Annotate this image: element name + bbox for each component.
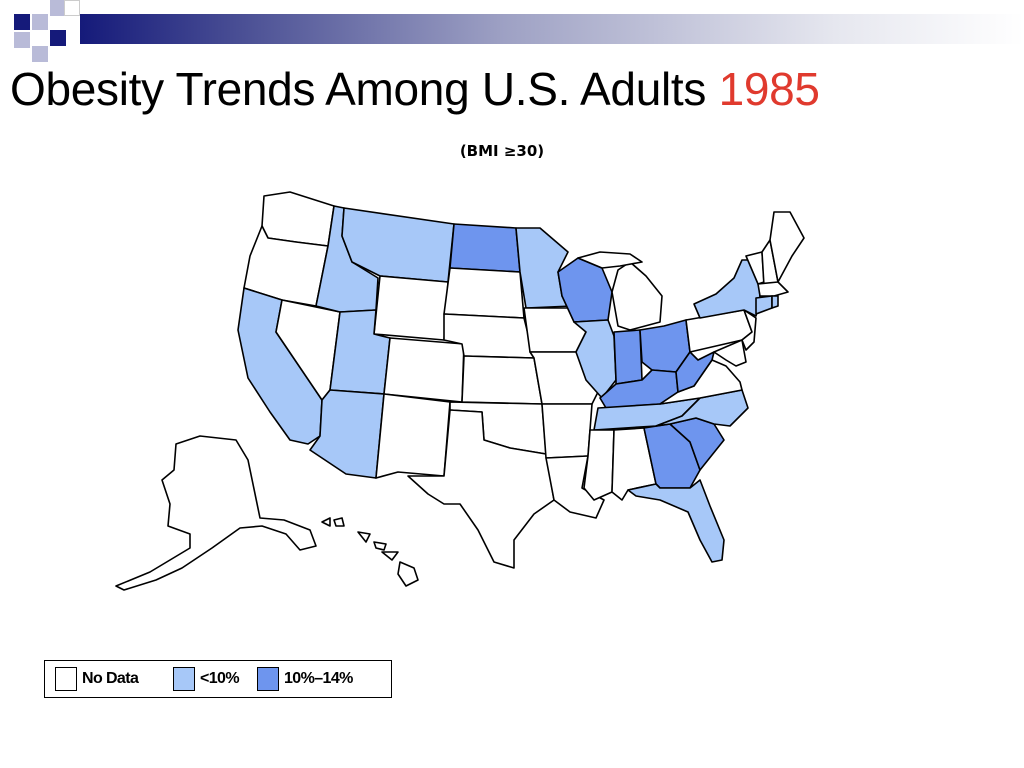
state-massachusetts <box>757 281 789 297</box>
slide-title-year: 1985 <box>718 63 820 115</box>
state-west-virginia <box>675 351 715 393</box>
slide-title-text: Obesity Trends Among U.S. Adults <box>10 63 707 115</box>
state-wyoming <box>373 275 449 341</box>
state-hawaii-2 <box>333 517 345 527</box>
legend-label-10to14: 10%–14% <box>284 670 353 687</box>
state-hawaii-1 <box>321 517 331 527</box>
legend-swatch-10to14 <box>257 667 279 691</box>
state-hawaii-4 <box>373 541 387 551</box>
state-south-dakota <box>443 267 525 319</box>
legend-item-10to14: 10%–14% <box>257 667 353 691</box>
slide-title: Obesity Trends Among U.S. Adults 1985 <box>10 62 820 116</box>
corner-squares-decoration <box>0 0 80 64</box>
state-colorado <box>383 337 465 403</box>
state-kansas <box>461 355 543 405</box>
slide-subtitle: (BMI ≥30) <box>459 142 545 160</box>
legend-item-lt10: <10% <box>173 667 240 691</box>
state-michigan <box>611 261 663 331</box>
state-new-york <box>693 259 761 319</box>
state-hawaii-5 <box>381 551 399 561</box>
state-new-jersey <box>741 309 757 351</box>
state-florida <box>627 479 725 563</box>
state-indiana <box>613 329 643 385</box>
map-legend: No Data <10% 10%–14% <box>44 660 392 698</box>
state-michigan-upper <box>577 251 643 269</box>
state-maryland <box>713 339 747 367</box>
title-banner-gradient <box>80 14 1024 44</box>
state-hawaii-3 <box>357 531 371 543</box>
legend-label-lt10: <10% <box>200 670 240 687</box>
state-arizona <box>309 389 385 479</box>
state-north-dakota <box>449 223 521 273</box>
state-connecticut <box>755 295 773 315</box>
state-hawaii-6 <box>397 561 419 587</box>
state-north-carolina <box>655 389 749 427</box>
state-new-mexico <box>375 393 451 479</box>
legend-label-no-data: No Data <box>82 670 139 687</box>
state-texas <box>407 409 555 569</box>
state-mississippi <box>583 429 615 501</box>
state-alaska <box>115 435 317 591</box>
legend-swatch-lt10 <box>173 667 195 691</box>
state-arkansas <box>541 403 593 459</box>
state-rhode-island <box>771 295 779 309</box>
legend-swatch-no-data <box>55 667 77 691</box>
legend-item-no-data: No Data <box>55 667 139 691</box>
